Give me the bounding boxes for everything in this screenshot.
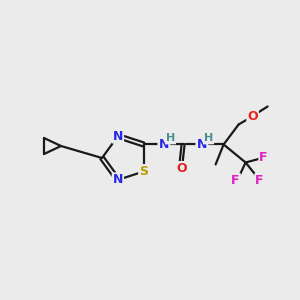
Text: N: N [113,173,123,186]
Text: H: H [166,134,175,143]
Text: N: N [196,138,207,151]
Text: H: H [204,134,213,143]
Text: N: N [158,138,169,151]
Text: O: O [247,110,258,123]
Text: F: F [231,174,240,187]
Text: O: O [176,162,187,175]
Text: F: F [260,151,268,164]
Text: F: F [255,174,264,187]
Text: S: S [139,165,148,178]
Text: N: N [113,130,123,142]
